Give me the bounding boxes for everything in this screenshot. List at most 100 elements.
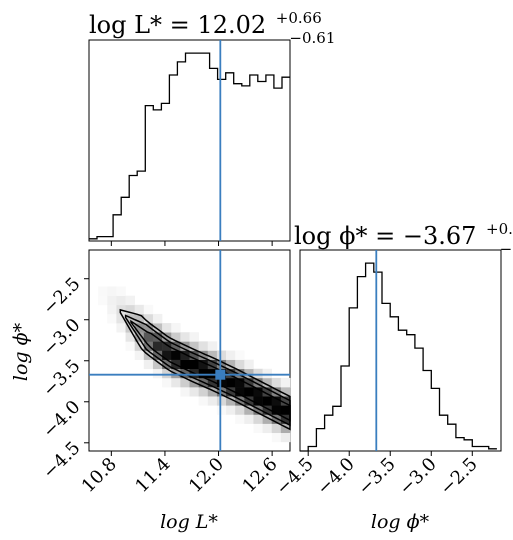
density-cell bbox=[226, 359, 236, 370]
density-cell bbox=[244, 359, 254, 370]
density-cell bbox=[116, 313, 126, 324]
y-tick-label-logphi: −4.5 bbox=[39, 437, 85, 483]
density-cell bbox=[235, 414, 245, 424]
logphi-hist-bin-20 bbox=[464, 440, 472, 451]
x-tick-label-logL: 10.8 bbox=[78, 454, 121, 497]
density-cell bbox=[216, 377, 227, 388]
panel-frame-joint bbox=[88, 249, 291, 452]
density-cell bbox=[235, 368, 245, 379]
density-cell bbox=[226, 368, 236, 379]
density-cell bbox=[244, 405, 254, 415]
logphi-hist-bin-11 bbox=[390, 317, 398, 451]
density-cell bbox=[235, 396, 245, 406]
joint-truth-marker bbox=[215, 369, 226, 380]
logL-hist-bin-8 bbox=[153, 110, 161, 241]
logL-hist-bin-14 bbox=[202, 53, 210, 241]
density-cell bbox=[162, 377, 172, 388]
density-cell bbox=[280, 414, 291, 424]
density-cell bbox=[189, 332, 199, 342]
logphi-hist-bin-23 bbox=[489, 449, 497, 451]
logL-hist-bin-9 bbox=[161, 103, 169, 241]
density-cell bbox=[235, 359, 245, 370]
density-cell bbox=[98, 286, 108, 296]
logL-hist-bin-19 bbox=[242, 86, 250, 241]
density-cell bbox=[198, 368, 209, 379]
density-cell bbox=[253, 423, 263, 434]
density-cell bbox=[280, 396, 291, 406]
density-cell bbox=[143, 359, 154, 370]
x-tick-label-logphi: −3.5 bbox=[354, 454, 400, 500]
panel-title-logphi-lower-error: −0.35 bbox=[500, 240, 513, 258]
density-cell bbox=[152, 350, 163, 360]
x-axis-title-logphi: log ϕ* bbox=[371, 511, 430, 533]
x-tick-label-logphi: −3.0 bbox=[395, 454, 441, 500]
density-cell bbox=[152, 359, 163, 370]
logL-hist-bin-0 bbox=[89, 239, 97, 241]
density-cell bbox=[125, 332, 135, 342]
logphi-hist-bin-19 bbox=[456, 438, 464, 451]
logL-hist-bin-24 bbox=[282, 77, 290, 241]
density-cell bbox=[189, 341, 199, 351]
density-cell bbox=[143, 304, 154, 315]
panel-title-logL-main: log L* = 12.02 bbox=[89, 11, 266, 39]
density-cell bbox=[171, 332, 181, 342]
density-cell bbox=[235, 377, 245, 388]
density-cell bbox=[180, 350, 190, 360]
panel-title-logphi-upper-error: +0.44 bbox=[486, 220, 513, 238]
density-cell bbox=[171, 341, 181, 351]
joint-density-plot bbox=[89, 250, 291, 451]
density-cell bbox=[280, 423, 291, 434]
x-tick-label-logphi: −2.5 bbox=[436, 454, 482, 500]
panel-title-logL-upper-error: +0.66 bbox=[276, 9, 322, 27]
density-cell bbox=[171, 350, 181, 360]
density-cell bbox=[125, 341, 135, 351]
density-cell bbox=[189, 359, 199, 370]
density-cell bbox=[262, 396, 273, 406]
density-cell bbox=[207, 387, 218, 397]
logL-hist-bin-10 bbox=[169, 75, 177, 241]
density-cell bbox=[143, 332, 154, 342]
density-cell bbox=[125, 295, 135, 306]
density-cell bbox=[271, 432, 282, 443]
density-cell bbox=[152, 323, 163, 333]
logL-hist-bin-7 bbox=[145, 106, 153, 241]
y-axis-title-logphi: log ϕ* bbox=[10, 322, 32, 381]
density-cell bbox=[198, 341, 209, 351]
logphi-hist-bin-6 bbox=[349, 308, 357, 451]
x-tick-label-logL: 12.0 bbox=[185, 454, 228, 497]
density-cell bbox=[198, 350, 209, 360]
density-cell bbox=[226, 377, 236, 388]
density-cell bbox=[216, 387, 227, 397]
density-cell bbox=[207, 350, 218, 360]
density-cell bbox=[271, 377, 282, 388]
logphi-hist-bin-7 bbox=[357, 277, 365, 451]
logL-hist-bin-15 bbox=[210, 68, 218, 241]
logL-hist-bin-21 bbox=[258, 82, 266, 241]
y-tick-label-logphi: −4.0 bbox=[39, 396, 85, 442]
density-cell bbox=[262, 423, 273, 434]
logphi-hist-bin-21 bbox=[472, 447, 480, 451]
x-tick-label-logL: 11.4 bbox=[131, 454, 174, 497]
density-cell bbox=[271, 405, 282, 415]
density-cell bbox=[253, 377, 263, 388]
logL-hist-bin-13 bbox=[194, 53, 202, 241]
density-cell bbox=[216, 405, 227, 415]
logL-hist-bin-11 bbox=[177, 62, 185, 241]
density-cell bbox=[216, 396, 227, 406]
y-tick-label-logphi: −3.0 bbox=[39, 314, 85, 360]
logphi-hist-step-line bbox=[300, 262, 497, 452]
density-cell bbox=[207, 341, 218, 351]
density-cell bbox=[189, 350, 199, 360]
density-cell bbox=[253, 368, 263, 379]
density-cell bbox=[171, 323, 181, 333]
logphi-hist-bin-9 bbox=[374, 272, 382, 451]
density-cell bbox=[262, 377, 273, 388]
density-cell bbox=[180, 359, 190, 370]
density-cell bbox=[180, 341, 190, 351]
y-tick-label-logphi: −3.5 bbox=[39, 355, 85, 401]
density-cell bbox=[244, 396, 254, 406]
density-cell bbox=[253, 387, 263, 397]
density-cell bbox=[226, 405, 236, 415]
density-cell bbox=[107, 295, 117, 306]
